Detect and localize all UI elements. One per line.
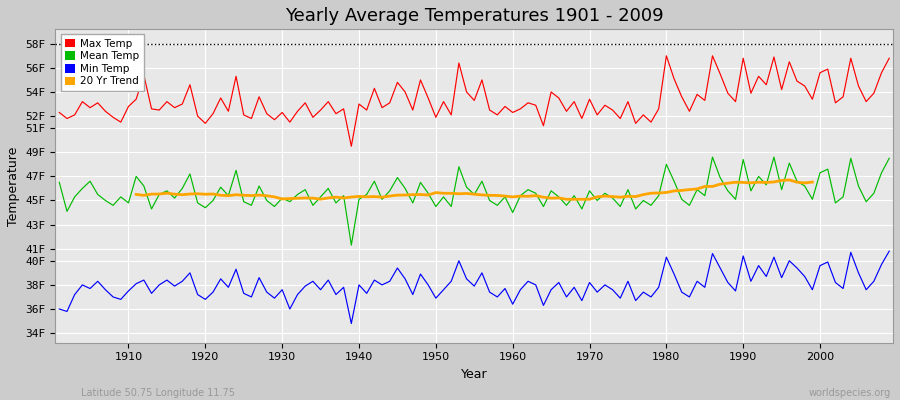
Text: Latitude 50.75 Longitude 11.75: Latitude 50.75 Longitude 11.75 [81,388,235,398]
X-axis label: Year: Year [461,368,488,381]
Text: worldspecies.org: worldspecies.org [809,388,891,398]
Title: Yearly Average Temperatures 1901 - 2009: Yearly Average Temperatures 1901 - 2009 [285,7,663,25]
Legend: Max Temp, Mean Temp, Min Temp, 20 Yr Trend: Max Temp, Mean Temp, Min Temp, 20 Yr Tre… [60,34,144,91]
Y-axis label: Temperature: Temperature [7,146,20,226]
